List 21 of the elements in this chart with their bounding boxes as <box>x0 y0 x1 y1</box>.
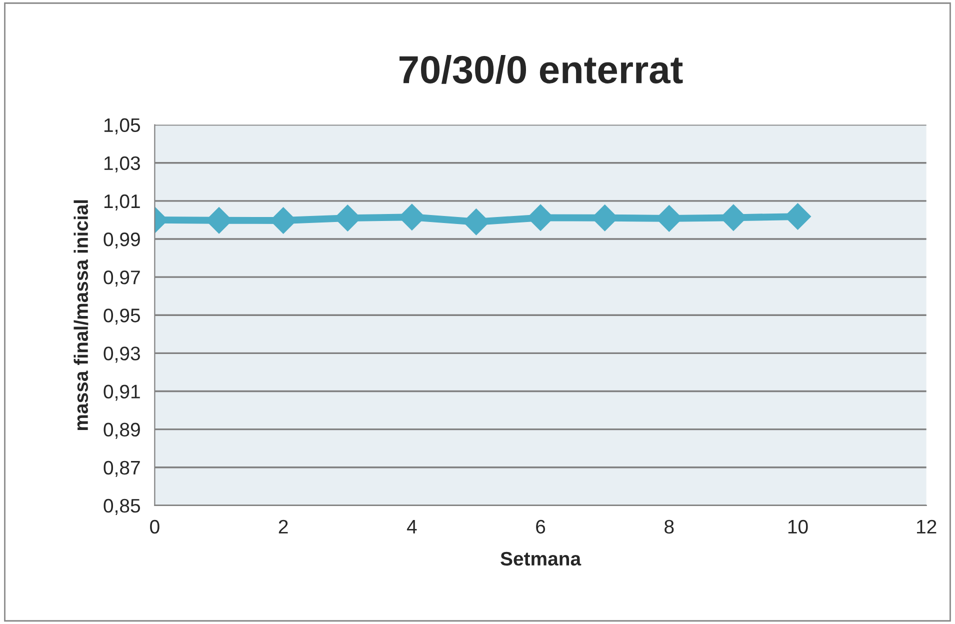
x-tick-label: 12 <box>917 520 936 534</box>
x-tick-label: 0 <box>150 520 160 534</box>
x-tick-label: 4 <box>406 520 417 534</box>
x-tick-label: 8 <box>664 520 674 534</box>
y-tick-label: 0,99 <box>104 232 140 249</box>
y-tick-label: 0,85 <box>104 498 140 515</box>
x-axis-title: Setmana <box>500 552 582 566</box>
y-tick-label: 1,01 <box>104 194 140 210</box>
y-tick-label: 0,89 <box>104 422 140 439</box>
chart-title: 70/30/0 enterrat <box>400 54 683 84</box>
y-tick-label: 0,95 <box>104 308 140 325</box>
y-tick-label: 1,05 <box>104 118 140 134</box>
y-axis-title: massa final/massa inicial <box>74 200 88 430</box>
y-tick-label: 0,91 <box>104 384 140 401</box>
x-tick-label: 6 <box>536 520 546 534</box>
y-tick-label: 0,87 <box>104 460 140 477</box>
y-tick-label: 0,97 <box>104 270 140 287</box>
x-tick-label: 2 <box>278 520 288 534</box>
y-tick-label: 1,03 <box>104 156 140 172</box>
y-tick-label: 0,93 <box>104 346 140 363</box>
x-tick-label: 10 <box>788 520 808 534</box>
